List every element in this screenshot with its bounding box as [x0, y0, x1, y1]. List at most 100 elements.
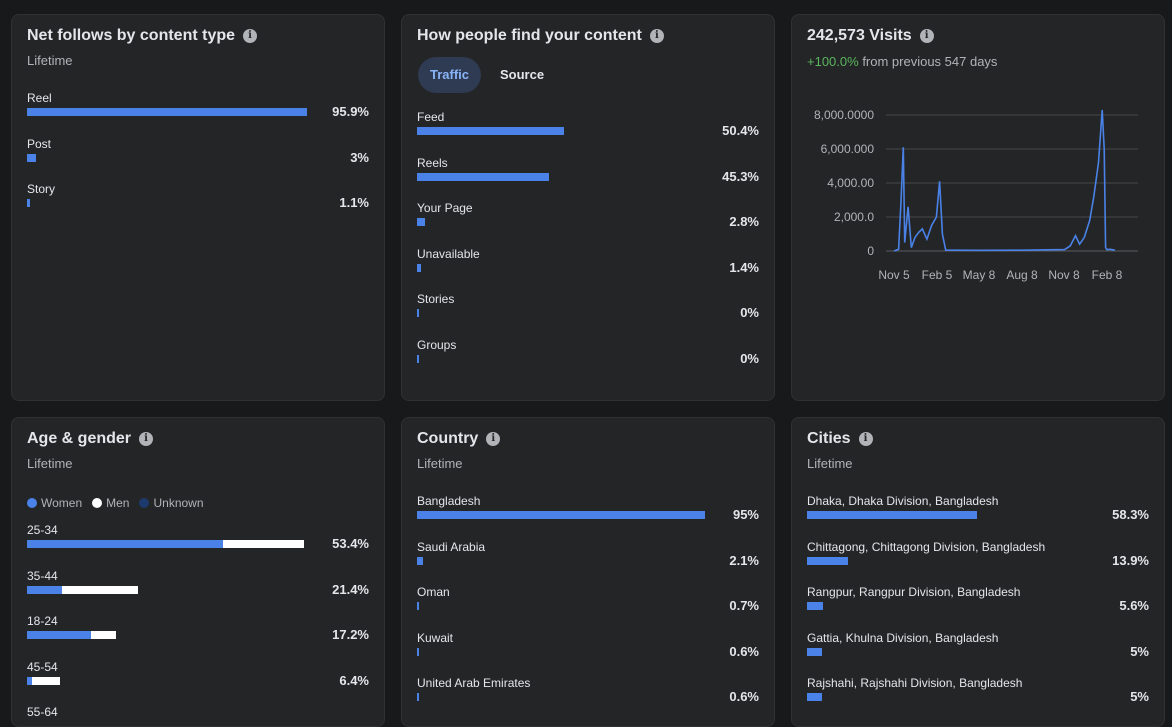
cities-title: Cities i [807, 430, 873, 448]
bar-row: Gattia, Khulna Division, Bangladesh 5% [807, 631, 1149, 671]
bar-fill [417, 602, 420, 610]
x-tick-label: Nov 8 [1048, 268, 1080, 282]
bar-fill [807, 647, 822, 656]
tab-traffic[interactable]: Traffic [418, 57, 482, 93]
bar-fill-women [27, 585, 62, 594]
bar-value: 0% [740, 305, 759, 320]
bar-row: Your Page 2.8% [417, 201, 759, 241]
info-icon[interactable]: i [139, 432, 154, 446]
bar-label: 18-24 [27, 614, 58, 628]
x-tick-label: Aug 8 [1006, 268, 1038, 282]
x-tick-label: May 8 [963, 268, 996, 282]
bar-row: Rangpur, Rangpur Division, Bangladesh 5.6… [807, 585, 1149, 625]
bar-value: 1.1% [339, 195, 369, 210]
cities-card: Cities i Lifetime Dhaka, Dhaka Division,… [791, 417, 1165, 727]
bar-row: Story 1.1% [27, 182, 369, 222]
bar-label: 45-54 [27, 659, 58, 674]
bar-row: Saudi Arabia 2.1% [417, 540, 759, 580]
bar-fill [417, 354, 419, 363]
y-tick-label: 0 [867, 244, 874, 258]
info-icon[interactable]: i [858, 432, 873, 446]
visits-card: 242,573 Visits i +100.0% from previous 5… [791, 14, 1165, 401]
bar-label: 35-44 [27, 568, 58, 583]
bar-fill-women [27, 540, 223, 548]
bar-track [27, 722, 319, 726]
x-tick-label: Feb 5 [922, 268, 953, 282]
bar-label: Post [27, 136, 52, 151]
age-gender-title: Age & gender i [27, 430, 154, 448]
bar-track [27, 676, 319, 685]
bar-track [417, 127, 709, 135]
bar-value: 0% [740, 350, 759, 366]
bar-row: Reel 95.9% [27, 91, 369, 131]
bar-value: 3% [350, 149, 369, 165]
y-tick-label: 2,000.0 [834, 210, 874, 224]
bar-track [807, 556, 1099, 565]
bar-fill-men [61, 585, 139, 594]
bar-track [807, 511, 1099, 519]
bar-row: Feed 50.4% [417, 110, 759, 150]
y-tick-label: 4,000.00 [827, 176, 874, 190]
bar-fill [807, 693, 822, 701]
bar-value: 13.9% [1112, 552, 1149, 568]
bar-row: Unavailable 1.4% [417, 247, 759, 287]
age-gender-subtitle: Lifetime [27, 456, 73, 471]
visits-change: +100.0% from previous 547 days [807, 54, 997, 69]
bar-label: Gattia, Khulna Division, Bangladesh [807, 630, 999, 645]
bar-label: Rangpur, Rangpur Division, Bangladesh [807, 585, 1021, 599]
info-icon[interactable]: i [243, 29, 258, 43]
bar-track [417, 263, 709, 272]
bar-fill [417, 693, 419, 701]
bar-value: 45.3% [722, 168, 759, 184]
bar-value: 95% [732, 507, 759, 522]
bar-track [417, 172, 709, 181]
bar-label: Reels [417, 155, 448, 170]
info-icon[interactable]: i [486, 432, 501, 446]
info-icon[interactable]: i [649, 29, 664, 43]
bar-value: 17.2% [332, 627, 369, 642]
bar-row: Reels 45.3% [417, 156, 759, 196]
country-subtitle: Lifetime [417, 456, 463, 471]
bar-value: 5% [1130, 689, 1149, 704]
bar-label: Reel [27, 91, 52, 105]
bar-value: 2.8% [729, 214, 759, 229]
x-tick-label: Feb 8 [1092, 268, 1123, 282]
bar-label: Groups [417, 337, 457, 352]
bar-track [417, 602, 720, 610]
bar-track [27, 585, 319, 594]
info-icon[interactable]: i [919, 29, 934, 43]
bar-fill-women [27, 676, 32, 685]
bar-label: Dhaka, Dhaka Division, Bangladesh [807, 494, 999, 508]
bar-value: 0.6% [729, 643, 759, 659]
net-follows-card: Net follows by content type i Lifetime R… [11, 14, 385, 401]
tab-source[interactable]: Source [500, 67, 545, 82]
bar-row: 45-54 6.4% [27, 660, 369, 700]
net-follows-subtitle: Lifetime [27, 53, 73, 68]
bar-fill [807, 556, 848, 565]
bar-value: 58.3% [1112, 507, 1149, 522]
bar-fill [417, 511, 705, 519]
visits-line-chart: 0 2,000.0 4,000.00 6,000.000 8,000.0000 Nov 5… [814, 108, 1138, 282]
bar-track [27, 199, 319, 207]
bar-track [807, 693, 1099, 701]
bar-label: Feed [417, 110, 445, 124]
bar-row: 25-34 53.4% [27, 523, 369, 563]
cities-subtitle: Lifetime [807, 456, 853, 471]
bar-label: Saudi Arabia [417, 539, 486, 554]
bar-row: Dhaka, Dhaka Division, Bangladesh 58.3% [807, 494, 1149, 534]
bar-value: 53.4% [332, 536, 369, 551]
bar-value: 95.9% [332, 104, 369, 119]
bar-value: 0.7% [729, 598, 759, 613]
bar-row: Bangladesh 95% [417, 494, 759, 534]
bar-label: Oman [417, 585, 450, 599]
bar-track [27, 631, 319, 639]
bar-row: Groups 0% [417, 338, 759, 378]
bar-fill [417, 263, 422, 272]
bar-label: United Arab Emirates [417, 676, 531, 690]
age-gender-card: Age & gender i Lifetime Women Men Unknow… [11, 417, 385, 727]
visits-change-suffix: from previous 547 days [862, 54, 998, 69]
bar-label: Stories [417, 292, 455, 306]
find-content-title: How people find your content i [417, 27, 664, 45]
bar-fill-men [31, 676, 61, 685]
bar-track [417, 556, 720, 565]
